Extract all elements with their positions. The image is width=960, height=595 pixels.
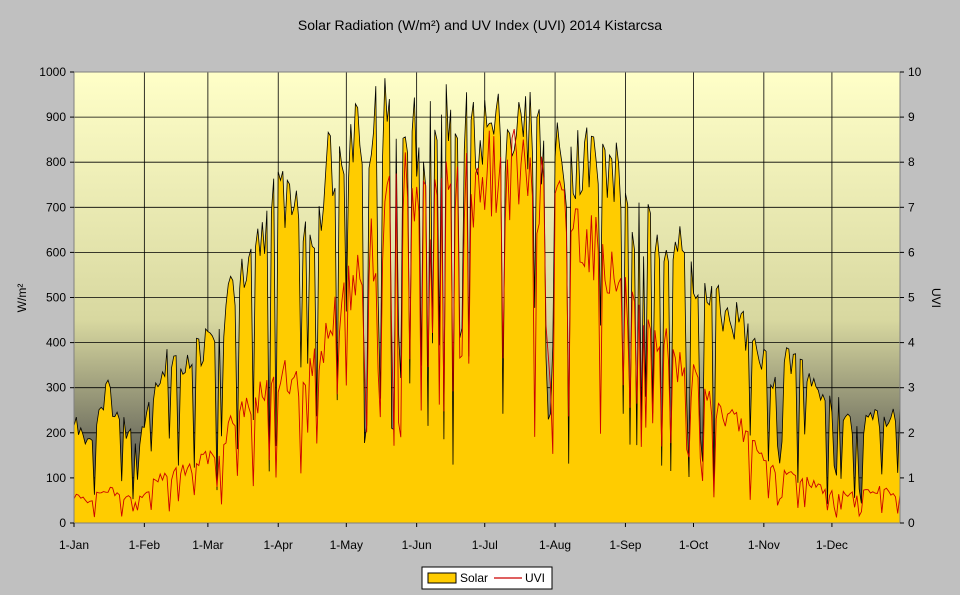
y-tick-label-right: 7: [908, 200, 915, 214]
x-tick-label: 1-Jan: [59, 538, 89, 552]
y-tick-label-left: 200: [46, 426, 66, 440]
y-tick-label-right: 4: [908, 336, 915, 350]
y-tick-label-left: 1000: [39, 65, 66, 79]
y-tick-label-right: 1: [908, 471, 915, 485]
y-tick-label-right: 3: [908, 381, 915, 395]
x-tick-label: 1-May: [330, 538, 363, 552]
y-tick-label-left: 500: [46, 291, 66, 305]
chart-title: Solar Radiation (W/m²) and UV Index (UVI…: [298, 17, 662, 33]
legend-label-uvi: UVI: [525, 571, 545, 585]
x-tick-label: 1-Sep: [609, 538, 641, 552]
y-tick-label-left: 600: [46, 245, 66, 259]
y-tick-label-left: 900: [46, 110, 66, 124]
x-tick-label: 1-Jun: [402, 538, 432, 552]
y-tick-label-right: 0: [908, 516, 915, 530]
y-tick-label-left: 100: [46, 471, 66, 485]
y-tick-label-right: 6: [908, 245, 915, 259]
y-axis-title-right: UVI: [929, 288, 943, 308]
y-tick-label-right: 10: [908, 65, 922, 79]
y-tick-label-right: 2: [908, 426, 915, 440]
x-tick-label: 1-Aug: [539, 538, 571, 552]
y-tick-label-left: 0: [59, 516, 66, 530]
x-tick-label: 1-Feb: [129, 538, 161, 552]
y-tick-label-left: 400: [46, 336, 66, 350]
legend: Solar UVI: [421, 566, 553, 590]
series-solar-line: [74, 78, 900, 505]
x-tick-label: 1-Nov: [748, 538, 780, 552]
series-uvi-line: [74, 128, 900, 518]
series-solar-area: [74, 78, 900, 523]
y-tick-label-right: 5: [908, 291, 915, 305]
x-tick-label: 1-Apr: [264, 538, 293, 552]
y-tick-label-right: 8: [908, 155, 915, 169]
y-axis-title-left: W/m²: [15, 284, 29, 313]
x-tick-label: 1-Jul: [472, 538, 498, 552]
y-tick-label-right: 9: [908, 110, 915, 124]
y-tick-label-left: 300: [46, 381, 66, 395]
legend-swatch-solar: [427, 572, 457, 584]
y-tick-label-left: 800: [46, 155, 66, 169]
x-tick-label: 1-Mar: [192, 538, 223, 552]
axes: 0 100 200 300 400 500 600 700 800 900 1000 0 1 2 3 4 5 6 7…: [39, 65, 921, 552]
x-tick-label: 1-Oct: [679, 538, 709, 552]
y-tick-label-left: 700: [46, 200, 66, 214]
series-layer: [74, 78, 900, 523]
legend-label-solar: Solar: [460, 571, 488, 585]
x-tick-label: 1-Dec: [816, 538, 848, 552]
